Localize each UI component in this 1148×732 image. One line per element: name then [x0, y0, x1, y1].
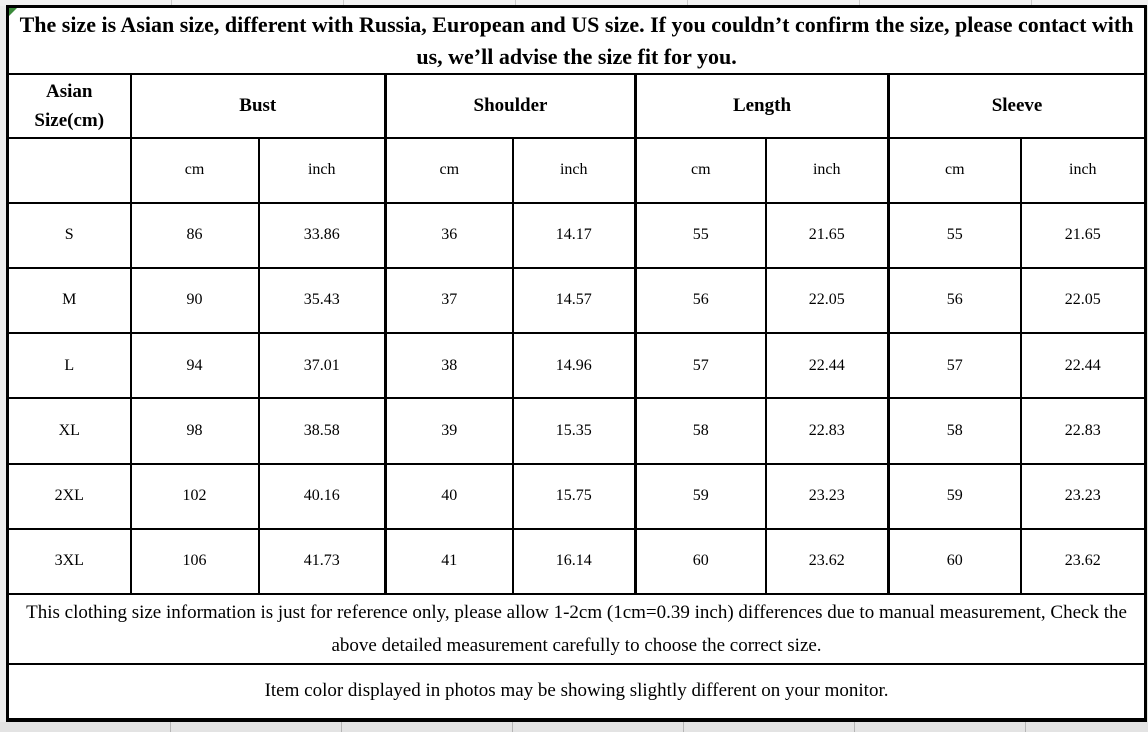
measurement-cell: 102	[129, 462, 260, 530]
measurement-cell: 21.65	[765, 201, 890, 269]
measurement-cell: 23.23	[1019, 462, 1147, 530]
table-row-m: M 90 35.43 37 14.57 56 22.05 56 22.05	[6, 266, 1147, 335]
measurement-cell: 58	[887, 397, 1022, 465]
measurement-cell: 14.96	[512, 332, 637, 400]
unit-header-length-inch: inch	[765, 137, 890, 204]
unit-header-shoulder-inch: inch	[512, 137, 637, 204]
spreadsheet-top-edge	[0, 0, 1148, 6]
measurement-cell: 40	[384, 462, 514, 530]
measurement-cell: 33.86	[258, 201, 387, 269]
measurement-cell: 56	[887, 266, 1022, 335]
measurement-cell: 22.44	[765, 332, 890, 400]
size-cell: XL	[6, 397, 132, 465]
note-monitor-color: Item color displayed in photos may be sh…	[6, 662, 1147, 722]
measurement-cell: 15.75	[512, 462, 637, 530]
column-header-bust: Bust	[129, 73, 387, 140]
measurement-cell: 38.58	[258, 397, 387, 465]
size-disclaimer-title: The size is Asian size, different with R…	[6, 5, 1147, 76]
measurement-cell: 57	[887, 332, 1022, 400]
note-reference-disclaimer: This clothing size information is just f…	[6, 593, 1147, 665]
size-chart-table: The size is Asian size, different with R…	[6, 5, 1148, 722]
spreadsheet-left-edge	[0, 6, 7, 722]
measurement-cell: 106	[129, 527, 260, 596]
measurement-cell: 36	[384, 201, 514, 269]
unit-header-sleeve-cm: cm	[887, 137, 1022, 204]
size-cell: 2XL	[6, 462, 132, 530]
measurement-cell: 56	[634, 266, 767, 335]
measurement-cell: 55	[634, 201, 767, 269]
measurement-cell: 94	[129, 332, 260, 400]
size-cell: S	[6, 201, 132, 269]
measurement-cell: 21.65	[1019, 201, 1147, 269]
measurement-cell: 37.01	[258, 332, 387, 400]
measurement-cell: 41.73	[258, 527, 387, 596]
table-row-s: S 86 33.86 36 14.17 55 21.65 55 21.65	[6, 201, 1147, 269]
measurement-cell: 60	[887, 527, 1022, 596]
measurement-cell: 22.05	[765, 266, 890, 335]
measurement-cell: 23.23	[765, 462, 890, 530]
measurement-cell: 98	[129, 397, 260, 465]
unit-header-sleeve-inch: inch	[1019, 137, 1147, 204]
measurement-cell: 37	[384, 266, 514, 335]
excel-corner-flag-icon	[9, 8, 17, 16]
measurement-cell: 15.35	[512, 397, 637, 465]
measurement-cell: 58	[634, 397, 767, 465]
size-cell: M	[6, 266, 132, 335]
measurement-cell: 22.05	[1019, 266, 1147, 335]
measurement-cell: 22.83	[765, 397, 890, 465]
measurement-cell: 16.14	[512, 527, 637, 596]
measurement-cell: 40.16	[258, 462, 387, 530]
measurement-cell: 86	[129, 201, 260, 269]
measurement-cell: 22.83	[1019, 397, 1147, 465]
table-row-3xl: 3XL 106 41.73 41 16.14 60 23.62 60 23.62	[6, 527, 1147, 596]
column-header-sleeve: Sleeve	[886, 73, 1147, 140]
measurement-cell: 39	[384, 397, 514, 465]
measurement-cell: 23.62	[1019, 527, 1147, 596]
table-row-l: L 94 37.01 38 14.96 57 22.44 57 22.44	[6, 332, 1147, 400]
measurement-cell: 22.44	[1019, 332, 1147, 400]
measurement-cell: 57	[634, 332, 767, 400]
table-row-xl: XL 98 38.58 39 15.35 58 22.83 58 22.83	[6, 397, 1147, 465]
size-cell: L	[6, 332, 132, 400]
measurement-cell: 60	[634, 527, 767, 596]
column-header-asian-size: Asian Size(cm)	[6, 73, 132, 140]
measurement-cell: 55	[887, 201, 1022, 269]
unit-header-bust-inch: inch	[258, 137, 387, 204]
measurement-cell: 23.62	[765, 527, 890, 596]
measurement-cell: 90	[129, 266, 260, 335]
column-header-shoulder: Shoulder	[384, 73, 637, 140]
column-header-length: Length	[634, 73, 890, 140]
measurement-cell: 41	[384, 527, 514, 596]
measurement-cell: 14.57	[512, 266, 637, 335]
corner-empty-cell	[6, 137, 132, 204]
measurement-cell: 59	[634, 462, 767, 530]
table-row-2xl: 2XL 102 40.16 40 15.75 59 23.23 59 23.23	[6, 462, 1147, 530]
unit-header-bust-cm: cm	[129, 137, 260, 204]
unit-header-shoulder-cm: cm	[384, 137, 514, 204]
unit-header-length-cm: cm	[634, 137, 767, 204]
size-cell: 3XL	[6, 527, 132, 596]
measurement-cell: 35.43	[258, 266, 387, 335]
measurement-cell: 38	[384, 332, 514, 400]
measurement-cell: 59	[887, 462, 1022, 530]
spreadsheet-bottom-edge	[0, 722, 1148, 732]
measurement-cell: 14.17	[512, 201, 637, 269]
